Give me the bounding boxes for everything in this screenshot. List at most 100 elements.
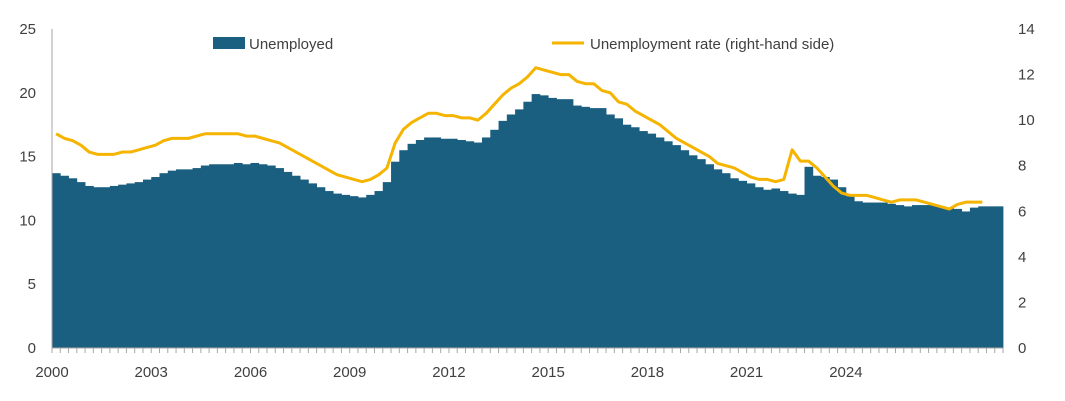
y2-tick-label: 10 [1018, 112, 1035, 129]
bar [200, 165, 210, 348]
bar-series-unemployed [52, 94, 1004, 349]
bar [804, 166, 814, 348]
x-tick-label: 2018 [631, 364, 664, 381]
bar [465, 141, 475, 348]
bar [176, 169, 185, 348]
bar [515, 109, 524, 348]
bar [606, 114, 615, 349]
y-tick-label: 5 [28, 276, 36, 293]
bar [498, 120, 508, 349]
y2-tick-label: 14 [1018, 21, 1035, 38]
bar [275, 168, 284, 348]
bar [101, 187, 111, 348]
bar [763, 189, 772, 348]
bar [167, 170, 177, 348]
bar [142, 179, 152, 348]
bar [382, 182, 392, 348]
bar [300, 179, 309, 348]
bar [473, 142, 483, 348]
bar [399, 150, 408, 348]
bar [986, 206, 996, 348]
bar [482, 137, 491, 348]
bar [93, 187, 103, 348]
bar [771, 188, 781, 348]
y-tick-label: 10 [19, 212, 36, 229]
legend-swatch-unemployed [213, 37, 245, 49]
bar [283, 171, 293, 348]
bar [432, 137, 442, 348]
bar [978, 206, 987, 348]
bar [556, 99, 566, 349]
bar [357, 197, 367, 348]
bar [614, 118, 623, 348]
bar [854, 201, 863, 348]
bar [829, 179, 839, 348]
legend-label-unemployment-rate: Unemployment rate (right-hand side) [590, 36, 834, 53]
y2-tick-label: 2 [1018, 294, 1026, 311]
bar [680, 150, 690, 348]
bar [134, 182, 144, 348]
y2-tick-label: 6 [1018, 203, 1026, 220]
legend: Unemployed Unemployment rate (right-hand… [213, 36, 834, 53]
tick-labels: 0 5 10 15 20 25 0 2 4 6 8 10 12 14 2000 2003 2006 2009 201… [19, 21, 1034, 381]
bar [374, 191, 384, 348]
legend-label-unemployed: Unemployed [249, 36, 333, 53]
bar [697, 159, 706, 348]
bar [589, 108, 599, 348]
bar [738, 180, 748, 348]
line-series-unemployment-rate [55, 66, 983, 211]
bar [52, 173, 61, 348]
y2-tick-label: 0 [1018, 340, 1026, 357]
bar [746, 183, 756, 348]
bar [639, 131, 648, 348]
bar [118, 184, 127, 348]
y2-tick-label: 8 [1018, 158, 1026, 175]
bar [440, 138, 450, 348]
bar [242, 164, 251, 348]
bar [663, 141, 673, 348]
bar [233, 162, 243, 348]
bar [85, 185, 94, 348]
bar [672, 145, 681, 348]
bar [159, 173, 169, 348]
bar [597, 108, 607, 348]
bar [457, 140, 466, 348]
bar [109, 185, 119, 348]
bar [531, 94, 541, 348]
bar [506, 114, 516, 349]
bar [796, 194, 805, 348]
bar [324, 191, 334, 348]
bar [333, 193, 342, 348]
bar [928, 205, 938, 348]
x-tick-label: 2012 [432, 364, 465, 381]
bar [523, 101, 533, 348]
bar [945, 207, 954, 348]
bar [209, 164, 218, 348]
bar [870, 202, 880, 348]
bar [622, 124, 632, 348]
bar [225, 164, 235, 348]
bar [68, 178, 78, 348]
bar [341, 194, 351, 348]
bar [316, 187, 326, 348]
bar [779, 191, 789, 348]
bar [572, 105, 582, 348]
x-tick-label: 2024 [829, 364, 862, 381]
bar [291, 175, 301, 348]
bar [151, 177, 160, 348]
bar [821, 177, 830, 348]
bar [349, 196, 359, 348]
bar [862, 202, 872, 348]
bar [887, 203, 896, 348]
x-tick-label: 2000 [35, 364, 68, 381]
bar [415, 140, 425, 348]
bar [539, 95, 549, 348]
bar [969, 207, 979, 348]
x-tick-label: 2015 [532, 364, 565, 381]
bar [60, 175, 69, 348]
x-tick-label: 2003 [135, 364, 168, 381]
y2-tick-label: 4 [1018, 249, 1026, 266]
bar [721, 173, 731, 348]
bar [895, 205, 905, 348]
